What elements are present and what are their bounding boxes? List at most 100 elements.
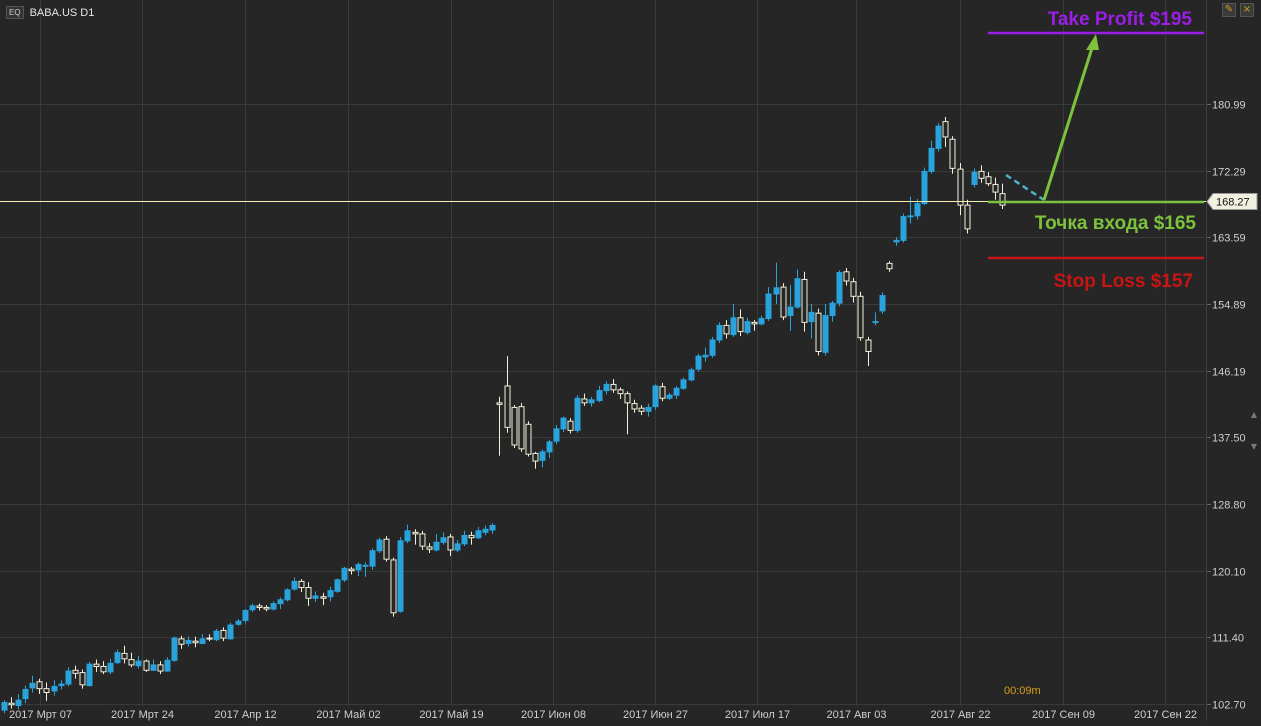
bear-candle: [511, 406, 518, 446]
bear-candle: [348, 568, 355, 572]
bear-candle: [525, 423, 532, 455]
bear-candle: [128, 659, 135, 666]
bull-candle: [773, 287, 780, 295]
bull-candle: [277, 599, 284, 605]
bear-candle: [390, 559, 397, 614]
bear-candle: [256, 605, 263, 608]
bull-candle: [114, 652, 121, 664]
bull-candle: [794, 278, 801, 308]
bull-candle: [928, 147, 935, 172]
bear-candle: [850, 281, 857, 297]
time-tick-label: 2017 Апр 12: [214, 709, 276, 721]
time-tick-label: 2017 Авг 22: [930, 709, 990, 721]
bull-candle: [404, 530, 411, 542]
bear-candle: [383, 538, 390, 560]
bull-candle: [645, 406, 652, 412]
bull-candle: [135, 660, 142, 667]
bull-candle: [971, 171, 978, 185]
bear-candle: [8, 702, 15, 706]
bull-candle: [454, 543, 461, 551]
projection-dashed-line: [1005, 173, 1045, 202]
close-icon[interactable]: ×: [1240, 3, 1254, 17]
bull-candle: [574, 397, 581, 431]
bull-candle: [758, 318, 765, 325]
instrument-type-badge: EQ: [6, 6, 24, 19]
bear-candle: [999, 193, 1006, 206]
price-tick-label: 128.80: [1212, 500, 1246, 512]
bull-candle: [730, 317, 737, 336]
bull-candle: [914, 203, 921, 217]
price-axis: 180.99 172.29 163.59 154.89 146.19 137.50 128.…: [1206, 0, 1258, 721]
bull-candle: [171, 637, 178, 661]
bull-candle: [546, 441, 553, 453]
scroll-down-icon[interactable]: ▼: [1250, 442, 1258, 451]
bull-candle: [680, 379, 687, 389]
bull-candle: [227, 624, 234, 640]
arrow-head: [1086, 34, 1099, 50]
time-tick-label: 2017 Июн 08: [521, 709, 586, 721]
bear-candle: [36, 681, 43, 690]
bear-candle: [43, 688, 50, 694]
bear-candle: [178, 638, 185, 645]
bear-candle: [100, 665, 107, 673]
bull-candle: [29, 682, 36, 689]
bull-candle: [51, 685, 58, 692]
bear-candle: [617, 389, 624, 395]
time-tick-label: 2017 Июл 17: [725, 709, 790, 721]
bull-candle: [334, 579, 341, 592]
projection-arrows: [1005, 34, 1099, 202]
pencil-icon[interactable]: ✎: [1222, 3, 1236, 17]
projection-arrow-line: [1042, 47, 1094, 201]
time-tick-label: 2017 Мрт 07: [9, 709, 72, 721]
bull-candle: [249, 605, 256, 611]
bull-candle: [673, 387, 680, 396]
bear-candle: [978, 170, 985, 179]
bear-candle: [624, 393, 631, 404]
bull-candle: [695, 355, 702, 370]
bear-candle: [737, 317, 744, 333]
bull-candle: [765, 293, 772, 320]
time-tick-label: 2017 Май 19: [419, 709, 483, 721]
bull-candle: [397, 540, 404, 612]
bear-candle: [412, 531, 419, 535]
bull-candle: [362, 564, 369, 567]
time-tick-label: 2017 Июн 27: [623, 709, 688, 721]
symbol-label: BABA.US D1: [29, 6, 95, 19]
bear-candle: [843, 271, 850, 282]
bear-candle: [121, 652, 128, 660]
bull-candle: [603, 383, 610, 392]
bull-candle: [164, 659, 171, 672]
bull-candle: [1, 701, 8, 711]
bull-candle: [369, 550, 376, 567]
time-tick-label: 2017 Сен 22: [1134, 709, 1197, 721]
bull-candle: [588, 399, 595, 404]
bull-candle: [539, 451, 546, 461]
bear-candle: [801, 278, 808, 323]
bull-candle: [199, 638, 206, 644]
scroll-up-icon[interactable]: ▲: [1250, 410, 1258, 419]
time-tick-label: 2017 Авг 03: [826, 709, 886, 721]
bear-candle: [143, 660, 150, 671]
stop-loss-label: Stop Loss $157: [1054, 271, 1193, 292]
bull-candle: [553, 428, 560, 442]
bull-candle: [242, 610, 249, 621]
bull-candle: [836, 272, 843, 304]
chart-header: EQ BABA.US D1: [6, 6, 94, 19]
bull-candle: [213, 630, 220, 641]
bull-candle: [284, 589, 291, 601]
bear-candle: [949, 138, 956, 169]
bear-candle: [426, 546, 433, 550]
bull-candle: [921, 170, 928, 205]
take-profit-label: Take Profit $195: [1048, 9, 1193, 30]
bull-candle: [185, 639, 192, 644]
bull-candle: [879, 295, 886, 312]
bear-candle: [447, 536, 454, 551]
bull-candle: [935, 125, 942, 149]
bull-candle: [829, 302, 836, 316]
bull-candle: [86, 663, 93, 687]
price-tick-label: 154.89: [1212, 300, 1246, 312]
bear-candle: [518, 406, 525, 450]
time-axis: 2017 Мрт 07 2017 Мрт 24 2017 Апр 12 2017 Ма…: [9, 685, 1197, 721]
entry-label: Точка входа $165: [1035, 213, 1197, 234]
